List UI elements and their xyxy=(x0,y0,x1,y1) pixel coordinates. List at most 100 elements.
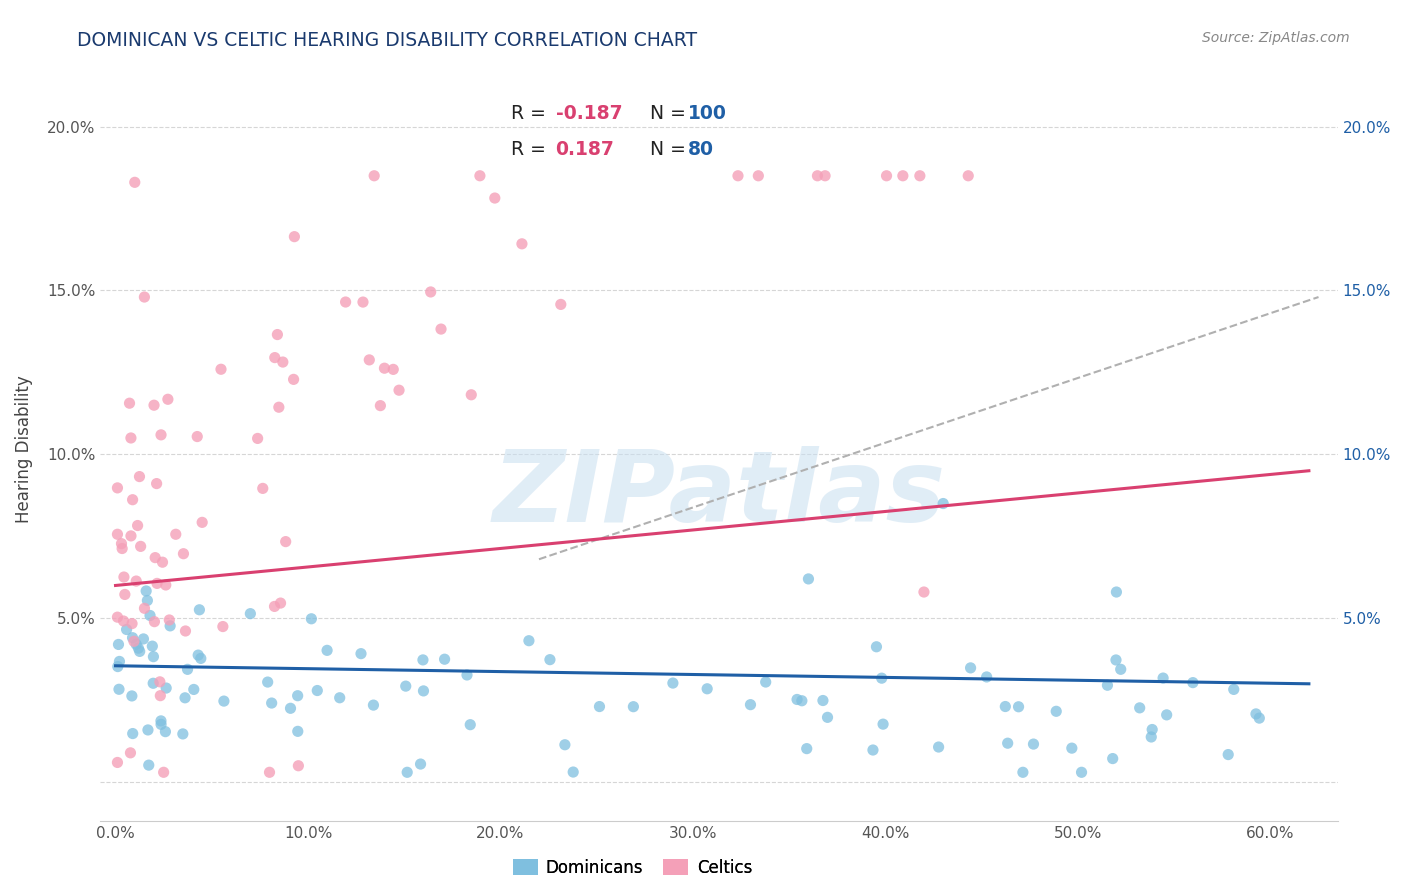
Point xyxy=(287,758,309,772)
Point xyxy=(271,355,294,369)
Point xyxy=(145,476,167,491)
Point xyxy=(149,714,172,728)
Point xyxy=(908,169,931,183)
Point xyxy=(246,432,269,446)
Point xyxy=(872,717,894,731)
Point xyxy=(135,584,157,599)
Point xyxy=(212,619,235,633)
Point xyxy=(190,651,212,665)
Point xyxy=(108,682,131,697)
Point xyxy=(363,698,385,712)
Y-axis label: Hearing Disability: Hearing Disability xyxy=(15,376,32,524)
Point xyxy=(143,550,166,565)
Point xyxy=(460,388,482,402)
Point xyxy=(796,741,818,756)
Point xyxy=(156,392,179,407)
Point xyxy=(517,633,540,648)
Point xyxy=(870,671,893,685)
Point xyxy=(727,169,749,183)
Point xyxy=(136,723,159,737)
Point xyxy=(1105,585,1128,599)
Point xyxy=(121,726,143,740)
Point xyxy=(433,652,456,666)
Point xyxy=(124,175,146,189)
Point xyxy=(121,492,143,507)
Point xyxy=(1152,671,1174,685)
Point xyxy=(174,690,197,705)
Point xyxy=(165,527,187,541)
Point xyxy=(329,690,352,705)
Point xyxy=(419,285,441,299)
Point xyxy=(932,496,955,510)
Point xyxy=(139,608,162,623)
Point xyxy=(155,724,177,739)
Point xyxy=(316,643,339,657)
Point xyxy=(806,169,828,183)
Point xyxy=(252,482,274,496)
Point xyxy=(396,765,419,780)
Point xyxy=(1140,723,1163,737)
Point xyxy=(997,736,1019,750)
Point xyxy=(1070,765,1092,780)
Point xyxy=(662,676,685,690)
Point xyxy=(155,578,177,592)
Point xyxy=(1140,730,1163,744)
Point xyxy=(274,534,297,549)
Point xyxy=(797,572,820,586)
Point xyxy=(811,693,834,707)
Point xyxy=(263,351,285,365)
Text: 0.187: 0.187 xyxy=(555,140,614,159)
Point xyxy=(562,765,585,780)
Point xyxy=(370,399,392,413)
Point xyxy=(1156,707,1178,722)
Point xyxy=(412,653,434,667)
Point xyxy=(128,644,150,658)
Point xyxy=(150,717,173,731)
Point xyxy=(114,587,136,601)
Point xyxy=(588,699,610,714)
Point xyxy=(120,529,142,543)
Point xyxy=(1097,678,1119,692)
Point xyxy=(1249,711,1271,725)
Point xyxy=(550,297,572,311)
Point xyxy=(912,585,935,599)
Point xyxy=(373,361,395,376)
Point xyxy=(143,615,166,629)
Text: 80: 80 xyxy=(688,140,714,159)
Point xyxy=(134,601,156,615)
Point xyxy=(382,362,405,376)
Point xyxy=(159,619,181,633)
Text: R =: R = xyxy=(510,103,553,123)
Text: Source: ZipAtlas.com: Source: ZipAtlas.com xyxy=(1202,31,1350,45)
Point xyxy=(510,236,533,251)
Point xyxy=(112,570,135,584)
Point xyxy=(118,396,141,410)
Point xyxy=(335,295,357,310)
Point xyxy=(256,675,278,690)
Point xyxy=(876,169,898,183)
Point xyxy=(430,322,453,336)
Point xyxy=(307,683,329,698)
Point xyxy=(350,647,373,661)
Point xyxy=(127,518,149,533)
Point xyxy=(152,765,174,780)
Point xyxy=(456,668,478,682)
Point xyxy=(928,739,950,754)
Point xyxy=(142,649,165,664)
Point xyxy=(121,616,143,631)
Point xyxy=(191,516,214,530)
Text: 100: 100 xyxy=(688,103,727,123)
Point xyxy=(484,191,506,205)
Legend: Dominicans, Celtics: Dominicans, Celtics xyxy=(506,853,759,884)
Point xyxy=(188,603,211,617)
Point xyxy=(186,429,208,443)
Point xyxy=(1218,747,1240,762)
Point xyxy=(107,527,129,541)
Point xyxy=(1129,701,1152,715)
Point xyxy=(786,692,808,706)
Text: R =: R = xyxy=(510,140,553,159)
Point xyxy=(468,169,491,183)
Point xyxy=(121,631,143,645)
Text: ZIPatlas: ZIPatlas xyxy=(492,446,945,542)
Point xyxy=(270,596,292,610)
